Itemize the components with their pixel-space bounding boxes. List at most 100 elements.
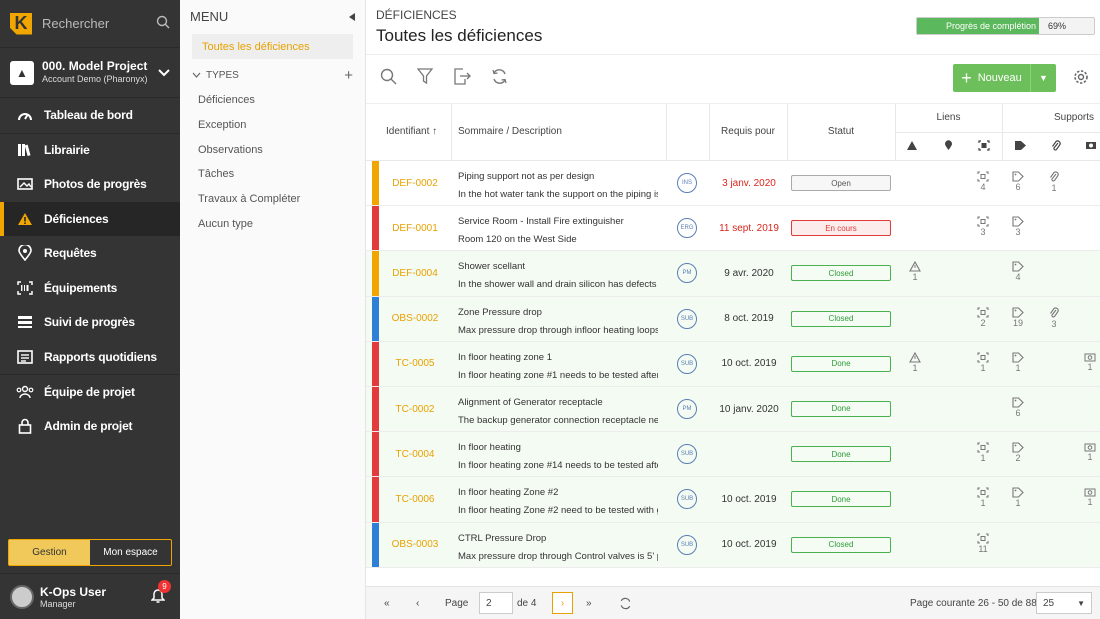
menu-type-item[interactable]: Aucun type — [198, 217, 254, 230]
page-size-select[interactable]: 25 ▼ — [1036, 592, 1092, 614]
table-row[interactable]: TC-0002 Alignment of Generator receptacle… — [366, 386, 1100, 433]
table-row[interactable]: DEF-0002 Piping support not as per design… — [366, 161, 1100, 207]
tag-count-icon[interactable]: 1 — [1006, 352, 1030, 374]
tag-count-icon[interactable]: 3 — [1006, 216, 1030, 238]
table-row[interactable]: DEF-0004 Shower scellant In the shower wal… — [366, 251, 1100, 297]
row-identifier[interactable]: DEF-0004 — [392, 267, 438, 279]
row-identifier[interactable]: TC-0005 — [395, 358, 435, 370]
tag-count-icon[interactable]: 6 — [1006, 171, 1030, 193]
add-type-icon[interactable]: + — [344, 66, 353, 84]
menu-type-item[interactable]: Tâches — [198, 168, 235, 181]
logo[interactable]: K — [10, 12, 32, 35]
status-badge: Done — [791, 400, 891, 417]
deficiency-count-icon[interactable]: 1 — [903, 261, 927, 283]
prev-page-icon[interactable]: ‹ — [416, 598, 420, 609]
row-identifier[interactable]: OBS-0002 — [391, 313, 439, 325]
toggle-mon-espace[interactable]: Mon espace — [103, 547, 158, 558]
menu-type-item[interactable]: Travaux à Compléter — [198, 193, 301, 206]
row-summary: Alignment of Generator receptacle — [458, 396, 603, 408]
table-row[interactable]: OBS-0003 CTRL Pressure Drop Max pressure d… — [366, 522, 1100, 568]
col-identifier-label: Identifiant — [386, 126, 430, 137]
photo-count-icon[interactable]: 1 — [1078, 442, 1100, 463]
user-panel[interactable]: K-Ops User Manager 9 — [0, 573, 180, 619]
tag-count-icon[interactable]: 1 — [1006, 487, 1030, 509]
count-value: 1 — [912, 272, 918, 283]
row-identifier[interactable]: DEF-0001 — [392, 222, 438, 234]
chevron-down-icon[interactable] — [158, 66, 170, 80]
search-label[interactable]: Rechercher — [42, 16, 110, 31]
project-selector[interactable]: ▲ 000. Model Project Account Demo (Pharo… — [0, 48, 180, 98]
col-summary[interactable]: Sommaire / Description — [458, 126, 562, 137]
new-button[interactable]: + Nouveau ▼ — [953, 64, 1056, 92]
filter-icon[interactable] — [416, 68, 434, 88]
scan-count-icon[interactable]: 1 — [971, 352, 995, 374]
col-status[interactable]: Statut — [827, 126, 855, 137]
tag-count-icon[interactable]: 2 — [1006, 442, 1030, 464]
search-icon[interactable] — [156, 15, 170, 32]
row-required-date: 11 sept. 2019 — [719, 222, 779, 234]
dashboard-icon — [15, 108, 35, 122]
scan-count-icon[interactable]: 1 — [971, 487, 995, 509]
nav-item-daily-reports[interactable]: Rapports quotidiens — [0, 340, 180, 375]
scan-count-icon[interactable]: 3 — [971, 216, 995, 238]
nav-item-project-team[interactable]: Équipe de projet — [0, 374, 180, 409]
table-row[interactable]: TC-0005 In floor heating zone 1 In floor h… — [366, 341, 1100, 387]
row-identifier[interactable]: TC-0004 — [395, 448, 435, 460]
nav-item-dashboard[interactable]: Tableau de bord — [0, 98, 180, 133]
table-row[interactable]: OBS-0002 Zone Pressure drop Max pressure d… — [366, 296, 1100, 342]
attachment-count-icon[interactable]: 1 — [1042, 171, 1066, 194]
scan-count-icon[interactable]: 11 — [971, 532, 995, 555]
nav-item-library[interactable]: Librairie — [0, 132, 180, 168]
menu-type-item[interactable]: Observations — [198, 143, 263, 156]
nav-item-requests[interactable]: Requêtes — [0, 236, 180, 271]
trade-badge: SUB — [677, 353, 697, 374]
count-value: 1 — [1087, 452, 1093, 463]
first-page-icon[interactable]: « — [384, 598, 390, 609]
export-icon[interactable] — [453, 68, 471, 88]
row-identifier[interactable]: DEF-0002 — [392, 177, 438, 189]
next-page-icon[interactable]: › — [552, 592, 573, 614]
menu-type-item[interactable]: Déficiences — [198, 94, 255, 107]
table-row[interactable]: DEF-0001 Service Room - Install Fire exti… — [366, 206, 1100, 252]
nav-item-photos[interactable]: Photos de progrès — [0, 167, 180, 202]
refresh-icon[interactable] — [491, 68, 508, 88]
row-identifier[interactable]: TC-0006 — [395, 493, 435, 505]
new-dropdown-chevron-icon[interactable]: ▼ — [1039, 73, 1048, 83]
last-page-icon[interactable]: » — [586, 598, 592, 609]
tag-count-icon[interactable]: 6 — [1006, 397, 1030, 419]
gear-icon[interactable] — [1073, 69, 1089, 88]
row-identifier[interactable]: TC-0002 — [395, 403, 435, 415]
scan-count-icon[interactable]: 1 — [971, 442, 995, 464]
attachment-count-icon[interactable]: 3 — [1042, 307, 1066, 330]
menu-type-item[interactable]: Exception — [198, 119, 247, 132]
col-identifier[interactable]: Identifiant ↑ — [386, 126, 437, 137]
page-input[interactable]: 2 — [479, 592, 513, 614]
chevron-down-icon[interactable] — [192, 70, 201, 81]
refresh-icon[interactable] — [619, 587, 632, 619]
new-button-label: Nouveau — [977, 72, 1022, 84]
nav-item-progress-tracking[interactable]: Suivi de progrès — [0, 305, 180, 340]
nav-item-project-admin[interactable]: Admin de projet — [0, 409, 180, 444]
col-required[interactable]: Requis pour — [721, 126, 775, 137]
row-description: The backup generator connection receptac… — [458, 414, 658, 426]
scan-count-icon[interactable]: 4 — [971, 171, 995, 193]
nav-item-equipment[interactable]: Équipements — [0, 271, 180, 306]
deficiency-count-icon[interactable]: 1 — [903, 351, 927, 374]
toggle-gestion[interactable]: Gestion — [9, 540, 90, 565]
collapse-icon[interactable] — [349, 9, 355, 24]
row-identifier[interactable]: OBS-0003 — [391, 539, 439, 551]
tag-count-icon[interactable]: 4 — [1006, 261, 1030, 283]
menu-item-all-deficiencies[interactable]: Toutes les déficiences — [192, 34, 353, 59]
project-account: Account Demo (Pharonyx) — [42, 73, 148, 84]
tag-count-icon[interactable]: 19 — [1006, 307, 1030, 329]
table-row[interactable]: TC-0004 In floor heating In floor heating … — [366, 432, 1100, 478]
scan-count-icon[interactable]: 2 — [971, 307, 995, 329]
photo-count-icon[interactable]: 1 — [1078, 487, 1100, 508]
table-row[interactable]: TC-0006 In floor heating Zone #2 In floor … — [366, 477, 1100, 523]
status-badge: Done — [791, 355, 891, 372]
photo-count-icon[interactable]: 1 — [1078, 352, 1100, 373]
warning-icon — [15, 212, 35, 226]
nav-item-deficiencies[interactable]: Déficiences — [0, 201, 180, 236]
search-icon[interactable] — [380, 68, 397, 88]
plus-icon: + — [961, 67, 972, 88]
